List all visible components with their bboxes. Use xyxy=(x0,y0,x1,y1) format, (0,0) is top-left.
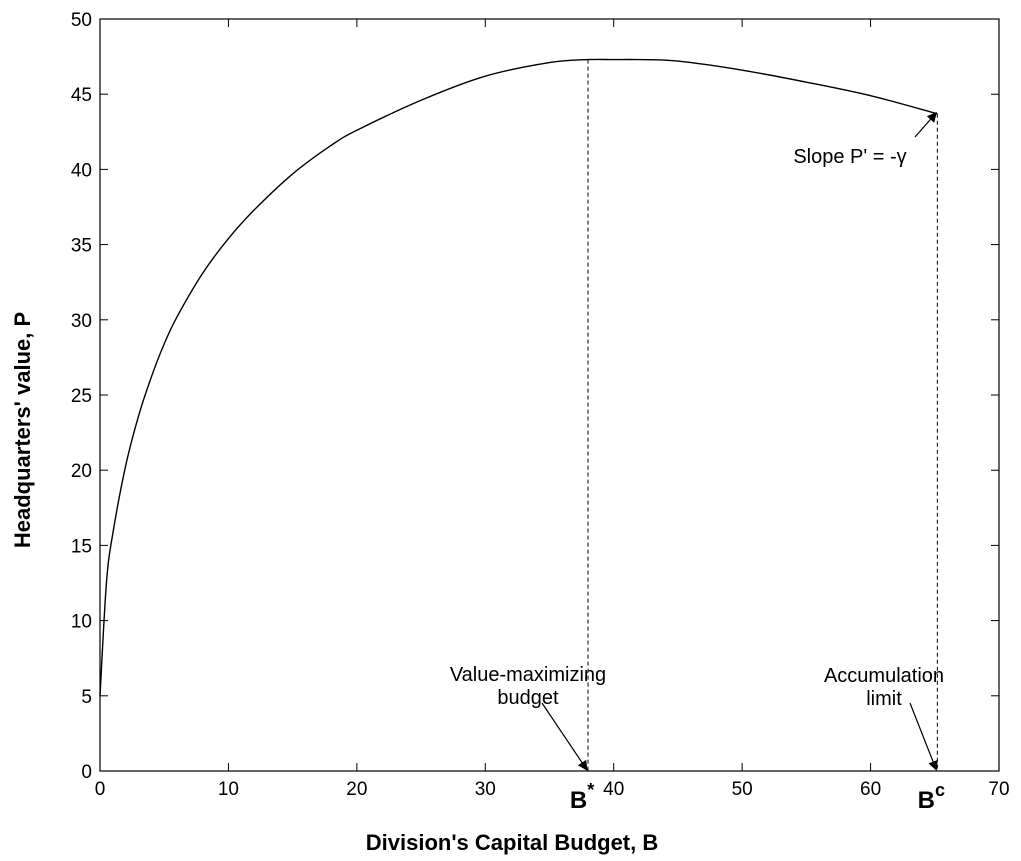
marker-label: Bc xyxy=(918,780,945,814)
marker-label: B* xyxy=(570,780,594,814)
x-tick-label: 30 xyxy=(475,779,496,800)
annotation-text: limit xyxy=(866,688,902,710)
y-tick-label: 25 xyxy=(71,386,92,407)
y-tick-label: 5 xyxy=(81,687,92,708)
plot-frame xyxy=(99,18,1000,772)
x-tick-label: 70 xyxy=(988,779,1009,800)
annotation-arrow xyxy=(914,112,938,138)
annotation-arrow xyxy=(541,702,588,771)
x-tick-label: 0 xyxy=(95,779,106,800)
x-axis-label: Division's Capital Budget, B xyxy=(366,830,659,855)
annotation-text: Slope P' = -γ xyxy=(793,146,906,168)
x-tick-label: 50 xyxy=(732,779,753,800)
y-tick-label: 20 xyxy=(71,461,92,482)
y-axis-label: Headquarters' value, P xyxy=(10,312,35,548)
plot-area: B* Bc xyxy=(99,58,945,814)
y-tick-label: 45 xyxy=(71,85,92,106)
y-tick-label: 15 xyxy=(71,536,92,557)
value-curve xyxy=(99,58,938,696)
axes: 0 10 20 30 40 50 60 70 0 5 10 15 20 25 30 35 40 45 50 xyxy=(71,10,1010,800)
annotation-text: Value-maximizing xyxy=(450,664,606,686)
annotation-text: Accumulation xyxy=(824,665,944,687)
annotation-arrow xyxy=(909,702,938,771)
y-tick-label: 50 xyxy=(71,10,92,31)
x-tick-label: 40 xyxy=(603,779,624,800)
y-tick-label: 35 xyxy=(71,236,92,257)
y-tick-label: 40 xyxy=(71,160,92,181)
annotation-text: budget xyxy=(497,687,559,709)
y-tick-label: 0 xyxy=(81,762,92,783)
x-tick-label: 20 xyxy=(346,779,367,800)
x-tick-label: 10 xyxy=(218,779,239,800)
y-tick-label: 30 xyxy=(71,311,92,332)
y-tick-label: 10 xyxy=(71,612,92,633)
x-tick-label: 60 xyxy=(860,779,881,800)
